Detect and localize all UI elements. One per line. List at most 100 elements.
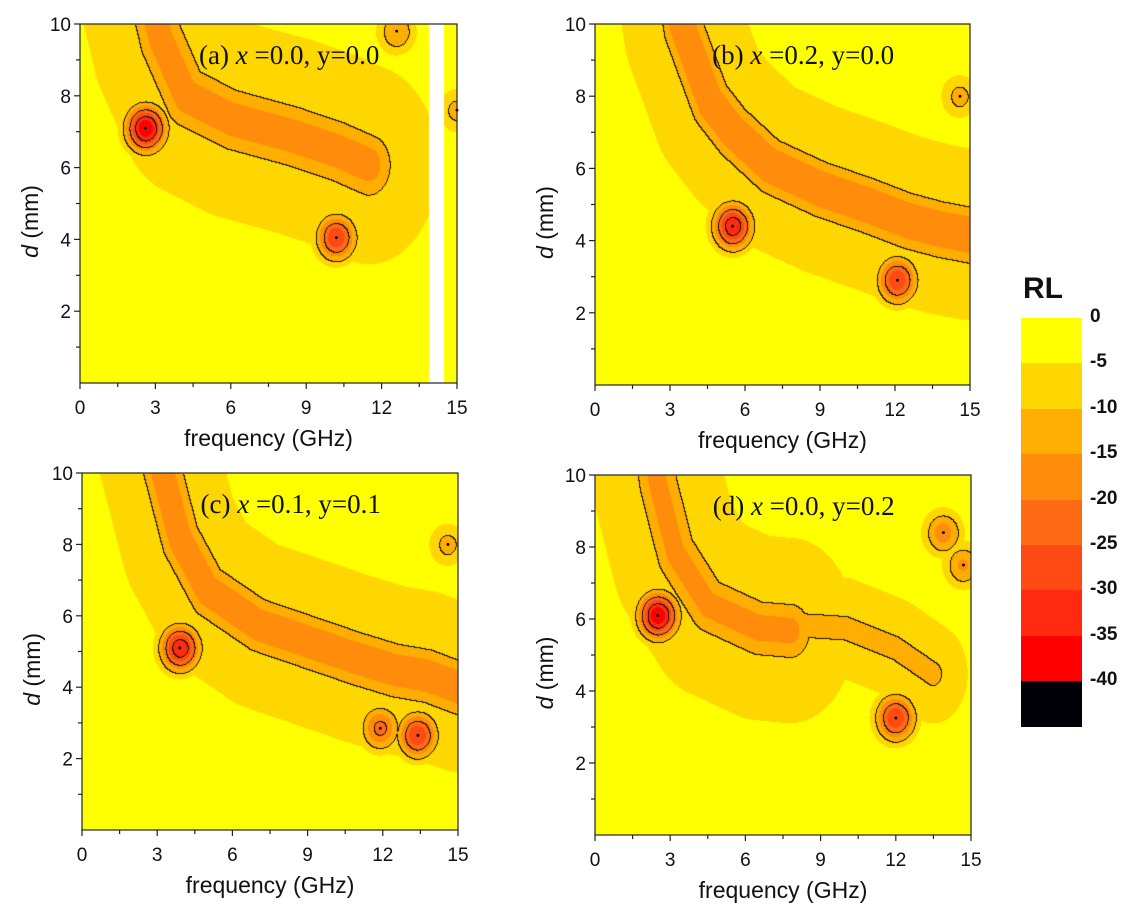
rl-contour-field — [595, 475, 971, 835]
x-tick-label: 0 — [75, 398, 86, 419]
rl-minimum-point — [731, 224, 734, 228]
rl-minimum-point — [446, 542, 450, 546]
x-tick-label: 3 — [150, 398, 161, 419]
y-axis-variable: d — [19, 692, 45, 706]
rl-minimum-point — [894, 716, 898, 720]
rl-minimum-point — [961, 563, 965, 567]
panel-label: (a) x =0.0, y=0.0 — [199, 40, 379, 70]
y-tick-label: 10 — [52, 464, 73, 485]
rl-minimum-point — [178, 646, 182, 650]
colorbar-bin — [1021, 590, 1082, 636]
x-tick-label: 15 — [447, 845, 468, 866]
y-axis-title: d (mm) — [17, 185, 43, 258]
colorbar-tick-label: -30 — [1090, 578, 1118, 600]
y-axis-unit: (mm) — [532, 637, 558, 697]
x-tick-label: 12 — [885, 850, 906, 871]
panel-label: (b) x =0.2, y=0.0 — [712, 40, 894, 70]
colorbar-bin — [1021, 363, 1082, 409]
y-tick-label: 2 — [62, 750, 73, 771]
rl-minimum-point — [143, 126, 147, 130]
y-tick-label: 4 — [575, 682, 586, 703]
y-tick-label: 4 — [575, 232, 586, 253]
panel-label-part: x — [236, 489, 249, 519]
x-tick-label: 9 — [302, 845, 313, 866]
x-tick-label: 9 — [815, 850, 826, 871]
y-axis-variable: d — [532, 245, 558, 259]
y-tick-label: 8 — [60, 87, 71, 108]
x-tick-label: 12 — [371, 398, 392, 419]
y-axis-title: d (mm) — [532, 637, 558, 710]
y-axis-title: d (mm) — [532, 186, 558, 259]
panel-label-part: =0.2, y=0.0 — [762, 40, 894, 70]
y-tick-label: 2 — [575, 304, 586, 325]
colorbar-tick-label: -25 — [1090, 533, 1118, 554]
y-axis-variable: d — [532, 695, 558, 709]
rl-minimum-point — [896, 278, 899, 282]
x-tick-label: 6 — [740, 850, 751, 871]
panel-label-part: (c) — [200, 489, 237, 519]
x-tick-label: 15 — [960, 850, 981, 871]
colorbar-bin — [1021, 499, 1082, 545]
rl-minimum-point — [395, 29, 399, 33]
y-axis-title: d (mm) — [19, 633, 45, 706]
rl-contour-field — [80, 24, 457, 383]
x-tick-label: 3 — [665, 400, 676, 421]
x-tick-label: 0 — [77, 845, 88, 866]
y-tick-label: 2 — [575, 754, 586, 775]
colorbar-bin — [1021, 454, 1082, 500]
panel-label-part: x — [749, 40, 762, 70]
y-tick-label: 6 — [575, 159, 586, 180]
panel-label-part: =0.1, y=0.1 — [249, 489, 381, 519]
x-tick-label: 0 — [590, 400, 601, 421]
y-axis-unit: (mm) — [17, 185, 43, 245]
x-tick-label: 6 — [740, 400, 751, 421]
x-axis-title: frequency (GHz) — [186, 872, 355, 898]
panel-label: (c) x =0.1, y=0.1 — [200, 489, 380, 519]
colorbar-bin — [1021, 635, 1082, 682]
colorbar-tick-label: -20 — [1090, 487, 1118, 509]
x-tick-label: 12 — [372, 845, 393, 866]
y-tick-label: 4 — [62, 678, 73, 699]
rl-minimum-point — [378, 726, 382, 730]
colorbar-title: RL — [1023, 272, 1063, 305]
x-tick-label: 0 — [590, 850, 601, 871]
y-tick-label: 10 — [565, 466, 586, 487]
rl-minimum-point — [416, 733, 420, 737]
y-tick-label: 6 — [60, 159, 71, 180]
x-axis-title: frequency (GHz) — [699, 877, 868, 903]
panel-label-part: (a) — [199, 40, 236, 70]
y-tick-label: 2 — [60, 302, 71, 323]
colorbar-tick-label: -10 — [1090, 396, 1118, 418]
colorbar-bin — [1021, 318, 1082, 364]
plot-frame — [594, 474, 972, 836]
panel-label-part: (b) — [712, 40, 750, 70]
x-axis-title: frequency (GHz) — [184, 425, 353, 451]
rl-minimum-point — [334, 236, 338, 240]
x-tick-label: 15 — [959, 400, 980, 421]
x-tick-label: 9 — [815, 400, 826, 421]
y-tick-label: 10 — [565, 15, 586, 36]
x-tick-label: 9 — [301, 398, 312, 419]
colorbar-tick-label: 0 — [1090, 306, 1101, 327]
rl-minimum-point — [656, 613, 660, 617]
y-tick-label: 4 — [60, 230, 71, 251]
colorbar-tick-label: -40 — [1090, 669, 1118, 691]
panel-label-part: =0.0, y=0.2 — [763, 491, 895, 521]
y-axis-unit: (mm) — [19, 633, 45, 693]
y-tick-label: 10 — [50, 15, 71, 36]
x-tick-label: 15 — [446, 398, 467, 419]
panel-label-part: =0.0, y=0.0 — [248, 40, 380, 70]
colorbar-tick-label: -15 — [1090, 442, 1118, 464]
x-axis-title: frequency (GHz) — [698, 427, 867, 453]
colorbar-tick-label: -5 — [1090, 351, 1107, 373]
colorbar — [1021, 318, 1082, 727]
y-tick-label: 8 — [575, 87, 586, 108]
rl-minimum-point — [958, 94, 962, 98]
y-tick-label: 6 — [62, 607, 73, 628]
y-axis-variable: d — [17, 244, 43, 258]
panel-label-part: x — [235, 40, 248, 70]
rl-minimum-point — [941, 531, 945, 535]
x-tick-label: 3 — [152, 845, 163, 866]
